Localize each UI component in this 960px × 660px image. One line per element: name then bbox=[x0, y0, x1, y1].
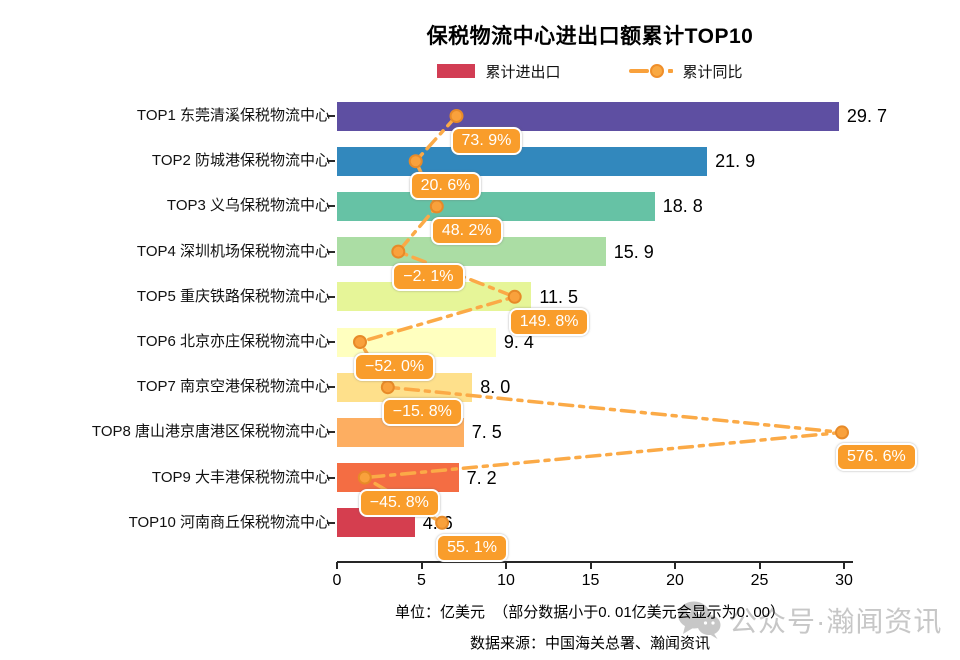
growth-pct-badge: 149. 8% bbox=[508, 307, 590, 336]
growth-pct-badge: −15. 8% bbox=[381, 398, 463, 427]
category-label: TOP10 河南商丘保税物流中心 bbox=[128, 513, 330, 531]
x-axis-tick-label: 10 bbox=[497, 572, 515, 589]
bar-value-label: 11. 5 bbox=[539, 286, 579, 307]
y-axis-tick bbox=[327, 521, 335, 524]
category-label: TOP6 北京亦庄保税物流中心 bbox=[136, 333, 330, 350]
y-axis-tick bbox=[327, 476, 335, 479]
bar-value-label: 18. 8 bbox=[662, 196, 703, 217]
growth-pct-badge: −45. 8% bbox=[358, 488, 440, 517]
y-axis-tick bbox=[327, 115, 335, 117]
category-label: TOP2 防城港保税物流中心 bbox=[151, 152, 330, 170]
bar-value-label: 21. 9 bbox=[715, 151, 756, 172]
legend-item-bar: 累计进出口 bbox=[437, 61, 561, 82]
x-axis-tick-label: 30 bbox=[835, 572, 853, 589]
x-axis-tick-label: 0 bbox=[332, 572, 342, 589]
y-axis-tick bbox=[327, 250, 335, 253]
legend-item-line: 累计同比 bbox=[628, 61, 743, 82]
x-axis-tick bbox=[505, 562, 507, 569]
bar-value-label: 29. 7 bbox=[846, 106, 887, 126]
category-label: TOP8 唐山港京唐港区保税物流中心 bbox=[91, 423, 330, 441]
watermark-text: 公众号·瀚闻资讯 bbox=[729, 606, 943, 637]
growth-pct-badge: 73. 9% bbox=[450, 127, 523, 155]
y-axis-tick bbox=[327, 205, 335, 208]
growth-pct-badge: −52. 0% bbox=[354, 353, 436, 381]
x-axis-tick bbox=[843, 562, 845, 569]
watermark: 公众号·瀚闻资讯 bbox=[676, 600, 942, 640]
unit-note: 单位：亿美元 （部分数据小于0. 01亿美元会显示为0. 00） bbox=[394, 604, 786, 621]
y-axis-tick bbox=[327, 160, 335, 163]
x-axis-tick bbox=[758, 562, 761, 569]
x-axis-tick-label: 20 bbox=[666, 572, 684, 589]
x-axis-tick-label: 15 bbox=[581, 572, 600, 589]
legend-line-circle bbox=[649, 64, 664, 78]
x-axis-tick bbox=[336, 562, 338, 569]
bar bbox=[337, 146, 708, 176]
legend-line-dot bbox=[667, 69, 673, 73]
x-axis-tick-label: 25 bbox=[750, 572, 769, 589]
bar bbox=[337, 463, 459, 493]
x-axis-tick-label: 5 bbox=[417, 572, 426, 589]
legend-bar-label: 累计进出口 bbox=[485, 63, 561, 81]
growth-pct-badge: 576. 6% bbox=[836, 443, 917, 472]
x-axis-line bbox=[337, 561, 853, 563]
bar-value-label: 15. 9 bbox=[613, 241, 654, 262]
category-label: TOP5 重庆铁路保税物流中心 bbox=[136, 287, 330, 305]
x-axis-tick bbox=[420, 562, 423, 569]
legend: 累计进出口 累计同比 bbox=[230, 60, 950, 82]
bar-value-label: 7. 5 bbox=[471, 422, 502, 443]
category-label: TOP3 义乌保税物流中心 bbox=[166, 197, 330, 215]
line-series-marker-icon bbox=[628, 64, 673, 78]
y-axis-tick bbox=[327, 386, 335, 389]
y-axis-tick bbox=[327, 341, 335, 343]
category-label: TOP7 南京空港保税物流中心 bbox=[136, 378, 330, 396]
bar-value-label: 7. 2 bbox=[466, 467, 497, 488]
bar bbox=[337, 101, 839, 131]
y-axis-tick bbox=[327, 295, 335, 298]
growth-pct-badge: 20. 6% bbox=[409, 172, 482, 201]
growth-pct-badge: 48. 2% bbox=[430, 217, 503, 246]
wechat-icon bbox=[678, 601, 721, 639]
legend-line-label: 累计同比 bbox=[682, 63, 743, 81]
bar-value-label: 8. 0 bbox=[480, 377, 511, 398]
y-axis-tick bbox=[327, 431, 335, 434]
legend-line-dash bbox=[628, 69, 649, 73]
data-source: 数据来源：中国海关总署、瀚闻资讯 bbox=[469, 635, 710, 652]
x-axis-tick bbox=[589, 562, 592, 569]
category-label: TOP9 大丰港保税物流中心 bbox=[151, 468, 330, 486]
bar-series-swatch bbox=[437, 64, 476, 78]
chart-title: 保税物流中心进出口额累计TOP10 bbox=[426, 25, 754, 48]
growth-pct-badge: −2. 1% bbox=[392, 262, 465, 291]
category-label: TOP4 深圳机场保税物流中心 bbox=[136, 242, 330, 260]
growth-pct-badge: 55. 1% bbox=[436, 533, 508, 562]
x-axis-tick bbox=[674, 562, 676, 569]
category-label: TOP1 东莞清溪保税物流中心 bbox=[136, 107, 330, 124]
growth-line-marker bbox=[835, 425, 849, 440]
